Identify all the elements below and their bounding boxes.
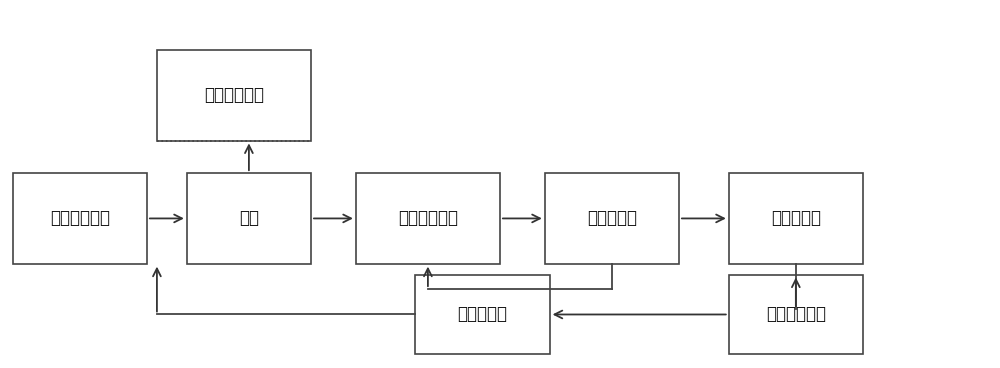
- Bar: [545, 173, 679, 264]
- Text: 风机: 风机: [239, 209, 259, 227]
- Text: 中间处理器: 中间处理器: [771, 209, 821, 227]
- Bar: [415, 275, 550, 354]
- Text: 结束自动调整: 结束自动调整: [204, 86, 264, 104]
- Text: 中央处理器: 中央处理器: [458, 305, 508, 323]
- Text: 中间存储器: 中间存储器: [587, 209, 637, 227]
- Bar: [187, 173, 311, 264]
- Bar: [729, 173, 863, 264]
- Text: 电流对比模块: 电流对比模块: [766, 305, 826, 323]
- Text: 初始转速指令: 初始转速指令: [50, 209, 110, 227]
- Bar: [356, 173, 500, 264]
- Text: 电流检测模块: 电流检测模块: [398, 209, 458, 227]
- Bar: [157, 50, 311, 141]
- Bar: [13, 173, 147, 264]
- Bar: [729, 275, 863, 354]
